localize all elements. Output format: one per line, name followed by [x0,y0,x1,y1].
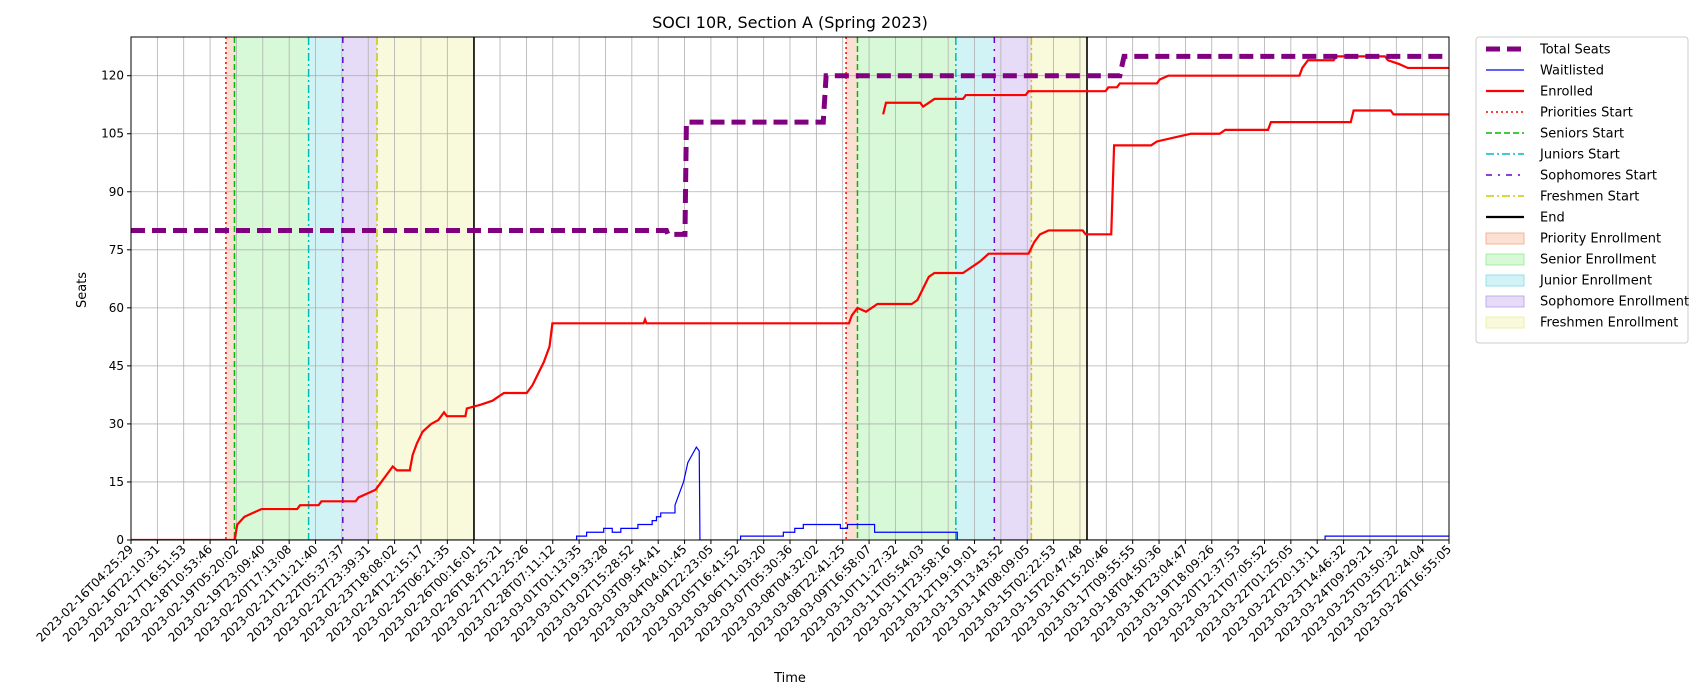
legend-swatch-sophomore-enrollment [1485,295,1525,308]
y-tick-label: 75 [109,243,124,257]
legend-label-seniors-start: Seniors Start [1540,127,1624,142]
span-sophomore-enrollment [994,37,1032,540]
span-junior-enrollment [308,37,343,540]
legend-label-sophomores-start: Sophomores Start [1540,169,1657,184]
y-tick-label: 0 [116,533,124,547]
series-total-seats [131,53,1449,237]
plot-area: 01530456075901051202023-02-16T04:25:2920… [34,36,1454,645]
x-axis-title: Time [773,671,806,686]
legend-label-priority-enrollment: Priority Enrollment [1540,232,1661,247]
legend-label-end: End [1540,211,1565,226]
y-tick-label: 105 [101,127,124,141]
series-waitlisted [131,446,1449,540]
legend-label-sophomore-enrollment: Sophomore Enrollment [1540,295,1689,310]
span-priority-enrollment [846,37,858,540]
legend-label-freshmen-start: Freshmen Start [1540,190,1639,205]
series-enrolled [131,109,1449,540]
y-axis-title: Seats [75,272,90,308]
y-tick-label: 15 [109,475,124,489]
span-junior-enrollment [955,37,995,540]
span-freshmen-enrollment [1031,37,1088,540]
y-tick-label: 30 [109,417,124,431]
legend-label-priorities-start: Priorities Start [1540,106,1633,121]
span-senior-enrollment [857,37,956,540]
y-tick-label: 120 [101,69,124,83]
legend-box [1475,36,1689,344]
legend-label-waitlisted: Waitlisted [1540,64,1604,79]
y-tick-label: 90 [109,185,124,199]
legend-label-total-seats: Total Seats [1539,43,1611,58]
span-senior-enrollment [234,37,309,540]
legend-swatch-priority-enrollment [1485,232,1525,245]
legend-label-juniors-start: Juniors Start [1539,148,1620,163]
span-sophomore-enrollment [342,37,378,540]
legend-label-junior-enrollment: Junior Enrollment [1539,274,1652,289]
legend-swatch-junior-enrollment [1485,274,1525,287]
chart-title: SOCI 10R, Section A (Spring 2023) [652,13,928,32]
legend-label-freshmen-enrollment: Freshmen Enrollment [1540,316,1678,331]
legend-swatch-senior-enrollment [1485,253,1525,266]
legend-swatch-freshmen-enrollment [1485,316,1525,329]
legend: Total Seats Waitlisted Enrolled Priorities … [1475,36,1689,344]
legend-label-enrolled: Enrolled [1540,85,1593,100]
y-tick-label: 60 [109,301,124,315]
span-priority-enrollment [225,37,235,540]
y-tick-label: 45 [109,359,124,373]
span-freshmen-enrollment [377,37,474,540]
legend-label-senior-enrollment: Senior Enrollment [1540,253,1656,268]
